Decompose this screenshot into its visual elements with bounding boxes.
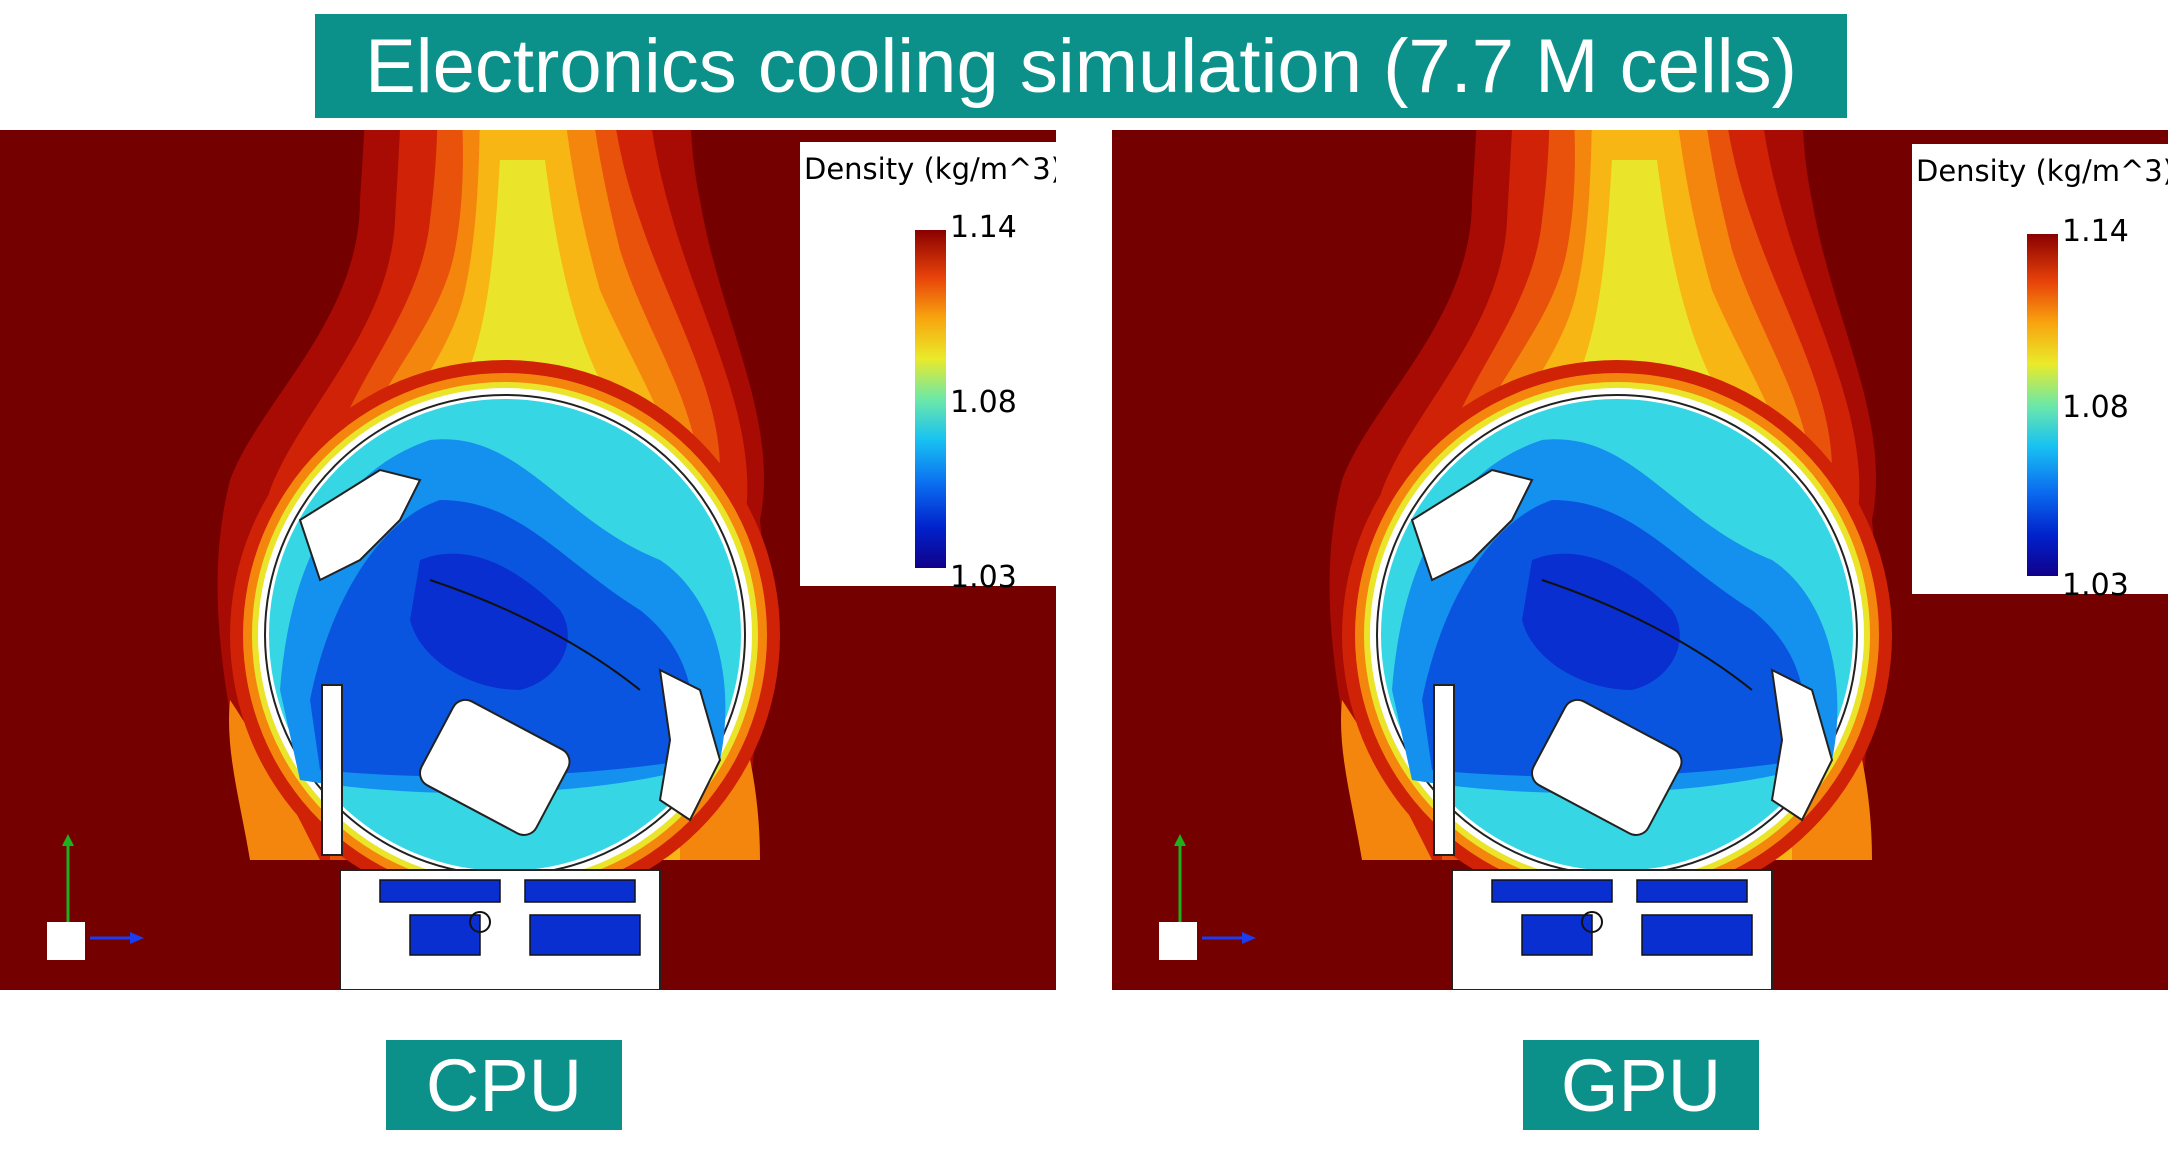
legend-mid-label: 1.08 [950,385,1017,420]
legend-min-label: 1.03 [950,560,1017,595]
legend-max-label: 1.14 [950,210,1017,245]
legend-title: Density (kg/m^3) [1916,154,2168,188]
coordinate-axes-icon [1159,834,1256,960]
cpu-label: CPU [425,1043,583,1127]
density-legend: Density (kg/m^3) 1.14 1.08 1.03 [1912,144,2168,603]
cpu-density-contour: Density (kg/m^3) 1.14 1.08 1.03 [0,130,1056,990]
colorbar [915,230,946,568]
density-legend: Density (kg/m^3) 1.14 1.08 1.03 [800,142,1056,595]
gpu-density-contour: Density (kg/m^3) 1.14 1.08 1.03 [1112,130,2168,990]
colorbar [2027,234,2058,576]
cpu-label-banner: CPU [386,1040,622,1130]
title-banner: Electronics cooling simulation (7.7 M ce… [315,14,1847,118]
legend-max-label: 1.14 [2062,214,2129,249]
gpu-label: GPU [1560,1043,1722,1127]
gpu-label-banner: GPU [1523,1040,1759,1130]
legend-mid-label: 1.08 [2062,390,2129,425]
legend-title: Density (kg/m^3) [804,152,1056,186]
page-title: Electronics cooling simulation (7.7 M ce… [365,23,1797,109]
coordinate-axes-icon [47,834,144,960]
legend-min-label: 1.03 [2062,568,2129,603]
